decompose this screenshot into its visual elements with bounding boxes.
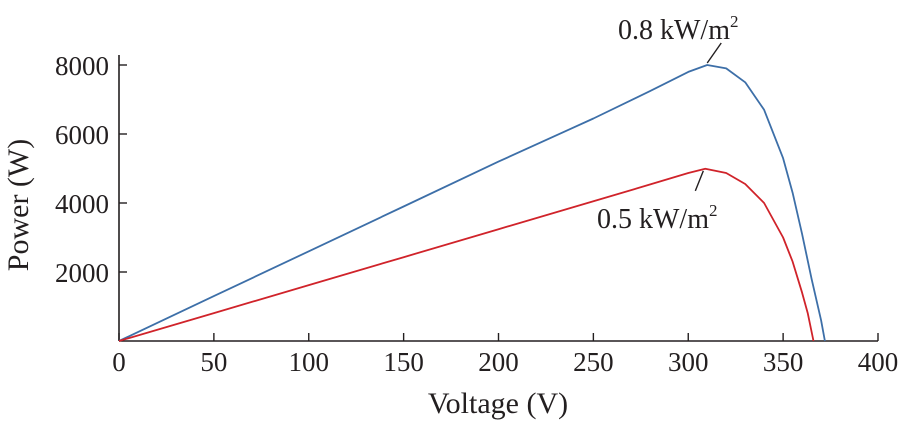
annotation-superscript: 2 (730, 12, 739, 31)
x-tick-label: 400 (858, 347, 899, 377)
x-axis-label: Voltage (V) (428, 387, 568, 420)
x-tick-label: 200 (478, 347, 519, 377)
x-axis: 0 50 100 150 200 250 300 350 400 (112, 333, 898, 377)
annotation-leader (694, 170, 704, 192)
y-axis: 2000 4000 6000 8000 (55, 51, 127, 341)
series-line-1 (118, 64, 826, 342)
y-tick-label: 6000 (55, 120, 109, 150)
y-axis-label: Power (W) (2, 139, 35, 271)
annotation-text: 0.5 kW/m (597, 204, 709, 235)
x-tick-label: 0 (112, 347, 126, 377)
series-group (118, 64, 826, 342)
annotation-label: 0.5 kW/m2 (597, 201, 718, 235)
x-tick-label: 350 (763, 347, 804, 377)
x-tick-label: 100 (289, 347, 330, 377)
annotation-label: 0.8 kW/m2 (618, 12, 739, 46)
x-tick-label: 250 (573, 347, 614, 377)
series-line-2 (118, 167, 815, 342)
annotation-text: 0.8 kW/m (618, 15, 730, 46)
y-tick-label: 2000 (55, 258, 109, 288)
annotation-group: 0.8 kW/m20.5 kW/m2 (597, 12, 739, 235)
x-tick-label: 50 (200, 347, 227, 377)
annotation-leader (706, 42, 722, 64)
x-tick-label: 150 (383, 347, 424, 377)
annotation-superscript: 2 (709, 201, 718, 220)
x-tick-label: 300 (668, 347, 709, 377)
y-tick-label: 4000 (55, 189, 109, 219)
y-tick-label: 8000 (55, 51, 109, 81)
